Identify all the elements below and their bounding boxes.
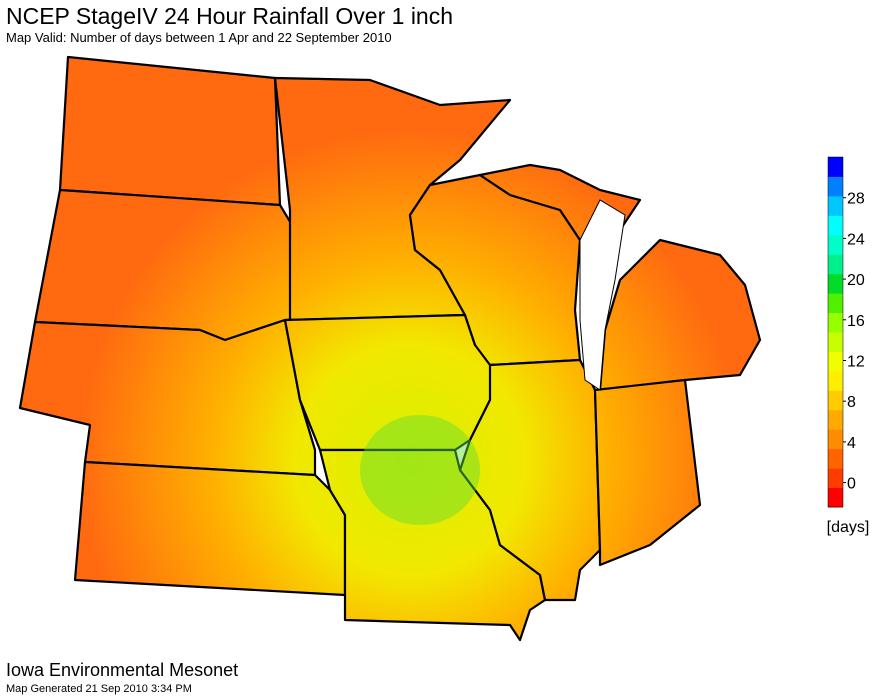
michigan-lower [598, 238, 762, 392]
colorbar-frame [827, 156, 844, 508]
colorbar-swatch [828, 332, 843, 352]
subtitle: Map Valid: Number of days between 1 Apr … [6, 30, 392, 45]
colorbar-swatch [828, 157, 843, 177]
wet-area [360, 415, 480, 525]
colorbar-tick-label: 8 [847, 394, 856, 411]
footer-generated: Map Generated 21 Sep 2010 3:34 PM [6, 683, 192, 695]
colorbar-swatch [828, 195, 843, 216]
colorbar-unit: [days] [827, 519, 870, 536]
footer-org: Iowa Environmental Mesonet [6, 660, 238, 680]
colorbar-swatch [828, 254, 843, 275]
colorbar-swatch [828, 176, 843, 197]
colorbar-swatch [828, 448, 843, 469]
colorbar-swatch [828, 293, 843, 314]
colorbar-tick-label: 4 [847, 435, 856, 452]
colorbar-tick-label: 20 [847, 272, 865, 289]
colorbar-tick-label: 0 [847, 476, 856, 493]
colorbar-tick-label: 24 [847, 231, 865, 248]
north-dakota [58, 55, 282, 207]
colorbar-swatch [828, 351, 843, 372]
title: NCEP StageIV 24 Hour Rainfall Over 1 inc… [6, 3, 453, 29]
colorbar-swatch [828, 390, 843, 411]
colorbar-swatch [828, 234, 843, 255]
colorbar-swatch [828, 370, 843, 391]
indiana [593, 378, 702, 567]
lake-michigan [579, 199, 626, 391]
kansas [73, 460, 347, 597]
colorbar-swatch [828, 215, 843, 236]
colorbar-tick-label: 12 [847, 353, 865, 370]
colorbar-tick-label: 16 [847, 313, 865, 330]
states [18, 55, 762, 642]
colorbar-tick-label: 28 [847, 191, 865, 208]
colorbar-swatch [828, 409, 843, 430]
colorbar-swatch [828, 273, 843, 294]
colorbar-swatch [828, 487, 843, 508]
colorbar: 0 4 8 12 16 20 24 28 [827, 156, 865, 508]
colorbar-swatch [828, 312, 843, 333]
colorbar-swatch [828, 429, 843, 450]
nebraska [18, 318, 317, 477]
south-dakota [33, 188, 294, 342]
colorbar-swatch [828, 468, 843, 489]
